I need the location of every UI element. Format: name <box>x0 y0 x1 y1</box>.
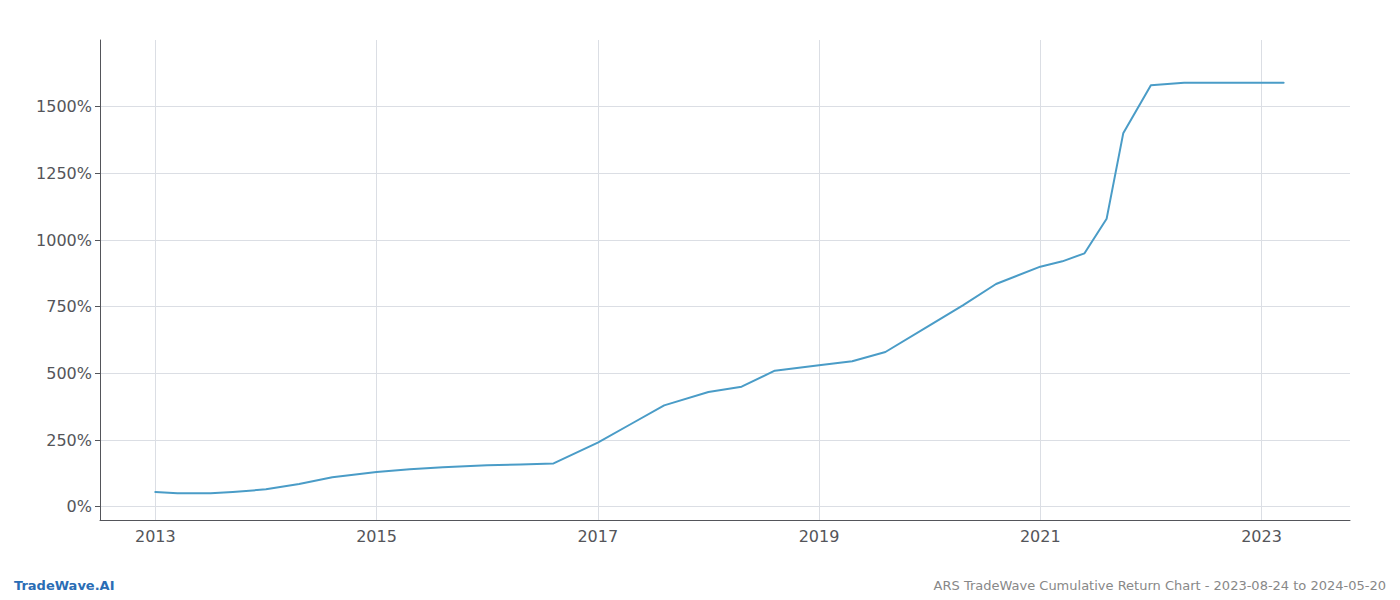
svg-text:2017: 2017 <box>577 527 618 546</box>
svg-text:1250%: 1250% <box>36 164 92 183</box>
svg-text:2023: 2023 <box>1241 527 1282 546</box>
svg-text:2015: 2015 <box>356 527 397 546</box>
svg-text:1500%: 1500% <box>36 97 92 116</box>
svg-text:ARS TradeWave Cumulative Retur: ARS TradeWave Cumulative Return Chart - … <box>934 578 1386 593</box>
svg-text:1000%: 1000% <box>36 231 92 250</box>
svg-text:500%: 500% <box>46 364 92 383</box>
svg-text:TradeWave.AI: TradeWave.AI <box>14 578 115 593</box>
svg-text:750%: 750% <box>46 297 92 316</box>
svg-text:0%: 0% <box>67 497 92 516</box>
svg-text:2021: 2021 <box>1020 527 1061 546</box>
svg-text:2013: 2013 <box>135 527 176 546</box>
svg-text:2019: 2019 <box>799 527 840 546</box>
svg-text:250%: 250% <box>46 431 92 450</box>
